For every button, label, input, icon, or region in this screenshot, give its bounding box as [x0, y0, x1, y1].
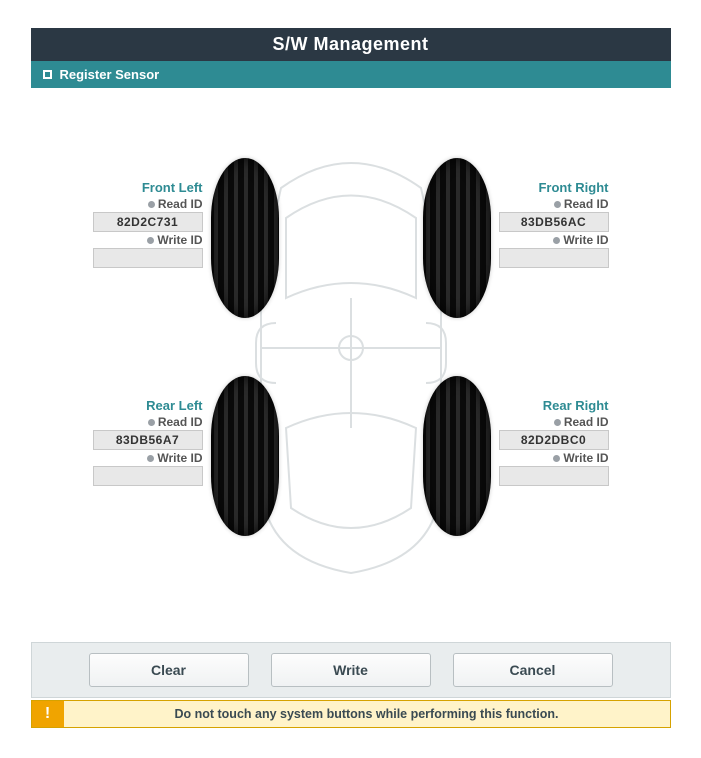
section-title: Register Sensor: [60, 67, 160, 82]
bullet-icon: [147, 455, 154, 462]
read-id-value-rear-left[interactable]: 83DB56A7: [93, 430, 203, 450]
read-id-label: Read ID: [93, 197, 203, 211]
sensor-name-rear-right: Rear Right: [499, 398, 609, 413]
sensor-name-front-right: Front Right: [499, 180, 609, 195]
write-button[interactable]: Write: [271, 653, 431, 687]
read-id-label: Read ID: [499, 197, 609, 211]
square-bullet-icon: [43, 70, 52, 79]
title-bar: S/W Management: [31, 28, 671, 61]
sensor-panel-rear-right: Rear Right Read ID 82D2DBC0 Write ID: [499, 398, 609, 487]
tire-front-right-icon: [423, 158, 491, 318]
write-id-value-front-left[interactable]: [93, 248, 203, 268]
sensor-name-front-left: Front Left: [93, 180, 203, 195]
write-id-value-front-right[interactable]: [499, 248, 609, 268]
cancel-button[interactable]: Cancel: [453, 653, 613, 687]
bullet-icon: [554, 419, 561, 426]
read-id-label: Read ID: [499, 415, 609, 429]
button-row: Clear Write Cancel: [31, 642, 671, 698]
clear-button[interactable]: Clear: [89, 653, 249, 687]
write-id-label: Write ID: [93, 233, 203, 247]
warning-icon: !: [32, 701, 64, 727]
bullet-icon: [554, 201, 561, 208]
bullet-icon: [553, 455, 560, 462]
read-id-label: Read ID: [93, 415, 203, 429]
tire-rear-right-icon: [423, 376, 491, 536]
read-id-value-rear-right[interactable]: 82D2DBC0: [499, 430, 609, 450]
tire-rear-left-icon: [211, 376, 279, 536]
write-id-value-rear-right[interactable]: [499, 466, 609, 486]
read-id-value-front-left[interactable]: 82D2C731: [93, 212, 203, 232]
page-title: S/W Management: [272, 34, 428, 54]
vehicle-diagram: Front Left Read ID 82D2C731 Write ID Fro…: [31, 138, 671, 638]
section-bar: Register Sensor: [31, 61, 671, 88]
bullet-icon: [553, 237, 560, 244]
warning-bar: ! Do not touch any system buttons while …: [31, 700, 671, 728]
sensor-panel-front-right: Front Right Read ID 83DB56AC Write ID: [499, 180, 609, 269]
write-id-value-rear-left[interactable]: [93, 466, 203, 486]
warning-message: Do not touch any system buttons while pe…: [64, 701, 670, 727]
sensor-name-rear-left: Rear Left: [93, 398, 203, 413]
read-id-value-front-right[interactable]: 83DB56AC: [499, 212, 609, 232]
bullet-icon: [147, 237, 154, 244]
write-id-label: Write ID: [93, 451, 203, 465]
write-id-label: Write ID: [499, 233, 609, 247]
bullet-icon: [148, 201, 155, 208]
bullet-icon: [148, 419, 155, 426]
sensor-panel-rear-left: Rear Left Read ID 83DB56A7 Write ID: [93, 398, 203, 487]
write-id-label: Write ID: [499, 451, 609, 465]
sensor-panel-front-left: Front Left Read ID 82D2C731 Write ID: [93, 180, 203, 269]
tire-front-left-icon: [211, 158, 279, 318]
